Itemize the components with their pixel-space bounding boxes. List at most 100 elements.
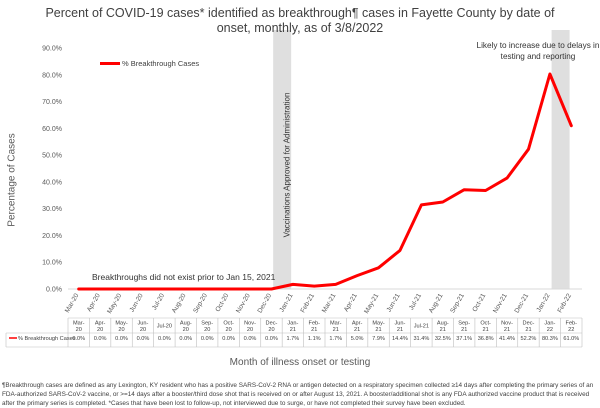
x-tick-label: Oct-21 <box>471 292 487 313</box>
x-tick-label: Sep-20 <box>192 292 209 314</box>
table-header-cell: Mar- <box>73 321 85 327</box>
table-header-cell: May- <box>115 321 128 327</box>
table-header-cell: May- <box>372 321 385 327</box>
table-header-cell: 21 <box>311 327 317 333</box>
table-header-cell: 20 <box>226 327 232 333</box>
table-value-cell: 52.2% <box>521 336 537 342</box>
table-header-cell: 21 <box>440 327 446 333</box>
table-header-cell: 21 <box>354 327 360 333</box>
x-tick-label: Nov-21 <box>492 292 509 314</box>
table-header-cell: Dec- <box>523 321 535 327</box>
x-tick-label: Nov-20 <box>235 292 252 314</box>
x-tick-label: Feb-22 <box>557 292 574 314</box>
chart-title: Percent of COVID-19 cases* identified as… <box>45 6 555 35</box>
table-value-cell: 1.7% <box>287 336 300 342</box>
table-header-cell: 20 <box>76 327 82 333</box>
table-header-cell: 20 <box>97 327 103 333</box>
table-value-cell: 0.0% <box>222 336 235 342</box>
table-value-cell: 0.0% <box>158 336 171 342</box>
legend-swatch <box>100 62 120 65</box>
table-header-cell: 21 <box>525 327 531 333</box>
legend-label: % Breakthrough Cases <box>122 59 200 68</box>
table-value-cell: 0.0% <box>137 336 150 342</box>
x-tick-label: Oct-20 <box>214 292 230 313</box>
table-header-cell: 21 <box>333 327 339 333</box>
likely-increase-annotation: Likely to increase due to delays in test… <box>476 41 600 61</box>
y-tick-label: 10.0% <box>42 260 62 267</box>
footnote-line: FDA-authorized SARS-CoV-2 vaccine, or >=… <box>2 391 590 398</box>
legend: % Breakthrough Cases <box>100 59 199 68</box>
table-series-name: % Breakthrough Cases <box>18 336 76 342</box>
table-header-cell: Nov- <box>501 321 513 327</box>
table-header-cell: Jul-20 <box>157 324 172 330</box>
table-header-cell: Nov- <box>244 321 256 327</box>
y-tick-label: 20.0% <box>42 233 62 240</box>
table-header-cell: 22 <box>547 327 553 333</box>
y-tick-label: 0.0% <box>46 287 62 294</box>
y-tick-label: 80.0% <box>42 72 62 79</box>
vaccination-annotation-box: Vaccinations Approved for Administration <box>281 50 292 280</box>
series-line <box>77 72 573 291</box>
table-value-cell: 0.0% <box>115 336 128 342</box>
shaded-band <box>551 30 570 289</box>
x-tick-label: Mar-21 <box>321 292 338 314</box>
table-header-cell: Oct- <box>223 321 234 327</box>
table-value-cell: 7.9% <box>372 336 385 342</box>
y-axis-label: Percentage of Cases <box>6 133 18 227</box>
y-tick-label: 40.0% <box>42 179 62 186</box>
table-header-cell: Sep- <box>201 321 213 327</box>
table-header-cell: 21 <box>461 327 467 333</box>
footnote-line: ¶Breakthrough cases are defined as any L… <box>2 382 594 389</box>
x-tick-label: Aug-21 <box>428 292 445 314</box>
table-value-cell: 0.0% <box>179 336 192 342</box>
table-header-cell: 21 <box>397 327 403 333</box>
prior-annotation: Breakthroughs did not exist prior to Jan… <box>92 272 276 282</box>
table-value-cell: 0.0% <box>201 336 214 342</box>
x-tick-label: Dec-20 <box>256 292 273 314</box>
table-header-cell: Jun- <box>138 321 149 327</box>
table-header-cell: Jul-21 <box>414 324 429 330</box>
footnote-line: after the primary series is completed. *… <box>2 400 466 407</box>
x-tick-label: Jun-21 <box>386 292 402 313</box>
table-header-cell: Oct- <box>480 321 491 327</box>
y-tick-label: 30.0% <box>42 206 62 213</box>
table-header-cell: 20 <box>140 327 146 333</box>
table-value-cell: 37.1% <box>456 336 472 342</box>
table-value-cell: 36.8% <box>478 336 494 342</box>
table-header-cell: Apr- <box>352 321 363 327</box>
table-header-cell: Aug- <box>180 321 192 327</box>
y-tick-label: 50.0% <box>42 153 62 160</box>
table-header-cell: Jun- <box>395 321 406 327</box>
table-value-cell: 1.7% <box>329 336 342 342</box>
table-header-cell: Apr- <box>95 321 106 327</box>
vaccination-annotation: Vaccinations Approved for Administration <box>282 92 291 238</box>
shaded-bands <box>273 30 570 289</box>
x-tick-label: Jul-20 <box>151 292 166 311</box>
x-tick-label: Jun-20 <box>129 292 145 313</box>
x-tick-label: Jan-22 <box>535 292 551 313</box>
table-header-cell: Jan- <box>544 321 555 327</box>
table-value-cell: 0.0% <box>265 336 278 342</box>
series-layer <box>77 72 573 291</box>
table-header-cell: Jan- <box>287 321 298 327</box>
table-header-cell: Aug- <box>437 321 449 327</box>
table-value-cell: 0.0% <box>94 336 107 342</box>
table-header-cell: 20 <box>118 327 124 333</box>
table-value-cell: 14.4% <box>392 336 408 342</box>
table-header-cell: Feb- <box>566 321 578 327</box>
table-header-cell: 21 <box>483 327 489 333</box>
table-value-cell: 31.4% <box>413 336 429 342</box>
table-value-cell: 0.0% <box>72 336 85 342</box>
x-tick-label: Jan-21 <box>278 292 294 313</box>
table-value-cell: 1.1% <box>308 336 321 342</box>
x-tick-label: May-21 <box>363 292 380 315</box>
table-value-cell: 32.5% <box>435 336 451 342</box>
y-tick-label: 70.0% <box>42 99 62 106</box>
table-header-cell: Dec- <box>266 321 278 327</box>
x-tick-label: Mar-20 <box>64 292 81 314</box>
table-header-cell: 20 <box>204 327 210 333</box>
y-axis-label-box: Percentage of Cases <box>2 133 22 226</box>
table-header-cell: Mar- <box>330 321 342 327</box>
table-header-cell: Feb- <box>309 321 321 327</box>
